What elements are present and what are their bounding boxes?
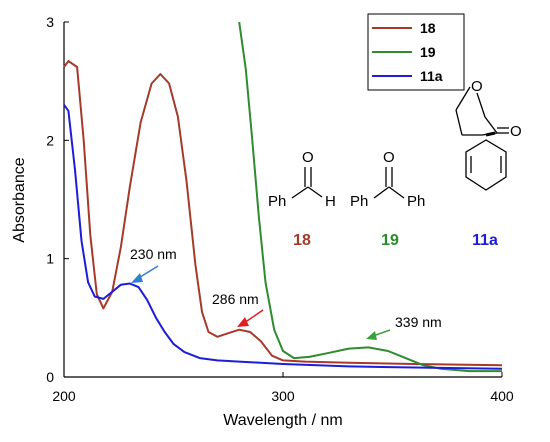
structure-11a-ring-bond-2	[484, 116, 498, 134]
x-tick-label: 300	[271, 388, 295, 404]
legend-label-11a: 11a	[420, 68, 443, 84]
legend-label-19: 19	[420, 44, 436, 60]
structure-18-label: 18	[293, 232, 311, 249]
annotation-339-label: 339 nm	[395, 314, 442, 330]
y-tick-label: 1	[46, 251, 54, 267]
structure-11a-ring-bond-4	[455, 109, 463, 136]
structure-19-bond-right	[388, 186, 405, 199]
y-tick-label: 3	[46, 14, 54, 30]
structure-11a-carbonyl-oxygen: O	[510, 123, 522, 140]
structure-11a-ring-oxygen: O	[471, 78, 483, 95]
structure-18-oxygen: O	[302, 149, 314, 166]
series-line-11a	[63, 104, 503, 370]
structure-11a-hexadiene	[465, 139, 507, 191]
legend: 18 19 11a	[367, 13, 465, 91]
structure-19: O Ph Ph 19	[350, 149, 425, 249]
y-tick-label: 2	[46, 132, 54, 148]
axis-ticks: 200 300 400 0 1 2 3	[46, 14, 514, 404]
annotation-230-arrowhead	[131, 273, 143, 283]
annotation-286-arrowhead	[237, 317, 249, 327]
structure-19-bond-left	[373, 186, 390, 199]
series-line-19	[238, 21, 502, 373]
legend-label-18: 18	[420, 20, 436, 36]
x-tick-label: 400	[490, 388, 514, 404]
structure-11a-label: 11a	[472, 232, 498, 249]
annotation-230-label: 230 nm	[130, 246, 177, 262]
structure-18-ph: Ph	[268, 193, 286, 210]
y-tick-label: 0	[46, 369, 54, 385]
structure-11a-wedge	[485, 131, 496, 137]
y-axis-title: Absorbance	[11, 157, 28, 242]
structure-18-bond-right	[307, 186, 323, 198]
structure-18-bond-left	[291, 186, 309, 199]
structure-19-ph-left: Ph	[350, 193, 368, 210]
annotation-339: 339 nm	[366, 314, 442, 340]
x-axis-title: Wavelength / nm	[223, 412, 342, 429]
structure-11a-ring-bond-3	[455, 86, 471, 111]
annotation-286-label: 286 nm	[212, 291, 259, 307]
structure-19-ph-right: Ph	[407, 193, 425, 210]
annotation-286: 286 nm	[212, 291, 264, 327]
annotation-339-arrowhead	[366, 331, 377, 340]
structure-18: O Ph H 18	[268, 149, 336, 249]
structure-11a: O O 11a	[455, 78, 522, 249]
series-line-18	[63, 60, 503, 367]
annotation-230: 230 nm	[130, 246, 177, 283]
structure-11a-ring-bond-1	[476, 92, 486, 118]
structure-19-label: 19	[381, 232, 399, 249]
structure-18-hydrogen: H	[325, 193, 336, 210]
series-lines	[63, 21, 503, 373]
x-tick-label: 200	[52, 388, 76, 404]
structure-19-oxygen: O	[383, 149, 395, 166]
annotation-286-arrow	[243, 309, 264, 324]
